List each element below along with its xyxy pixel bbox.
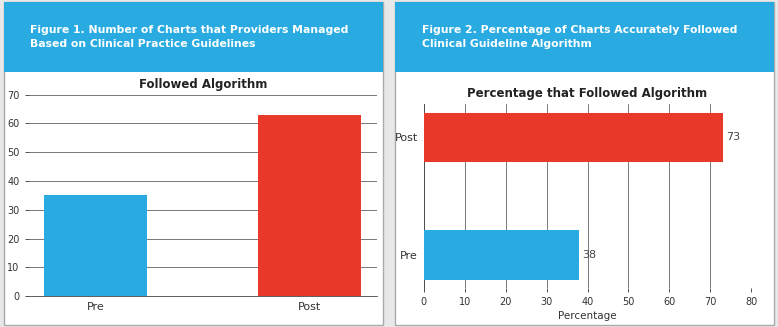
X-axis label: Percentage: Percentage xyxy=(558,311,617,321)
Y-axis label: Number of Charts: Number of Charts xyxy=(0,152,3,239)
Text: 38: 38 xyxy=(583,250,597,260)
Bar xyxy=(424,230,580,280)
Bar xyxy=(44,196,147,296)
Bar xyxy=(424,113,723,162)
Text: 73: 73 xyxy=(726,132,740,142)
Title: Followed Algorithm: Followed Algorithm xyxy=(138,77,267,91)
Text: Figure 1. Number of Charts that Providers Managed
Based on Clinical Practice Gui: Figure 1. Number of Charts that Provider… xyxy=(30,25,349,49)
Title: Percentage that Followed Algorithm: Percentage that Followed Algorithm xyxy=(468,87,707,100)
Text: Figure 2. Percentage of Charts Accurately Followed
Clinical Guideline Algorithm: Figure 2. Percentage of Charts Accuratel… xyxy=(422,25,737,49)
Bar xyxy=(258,115,361,296)
